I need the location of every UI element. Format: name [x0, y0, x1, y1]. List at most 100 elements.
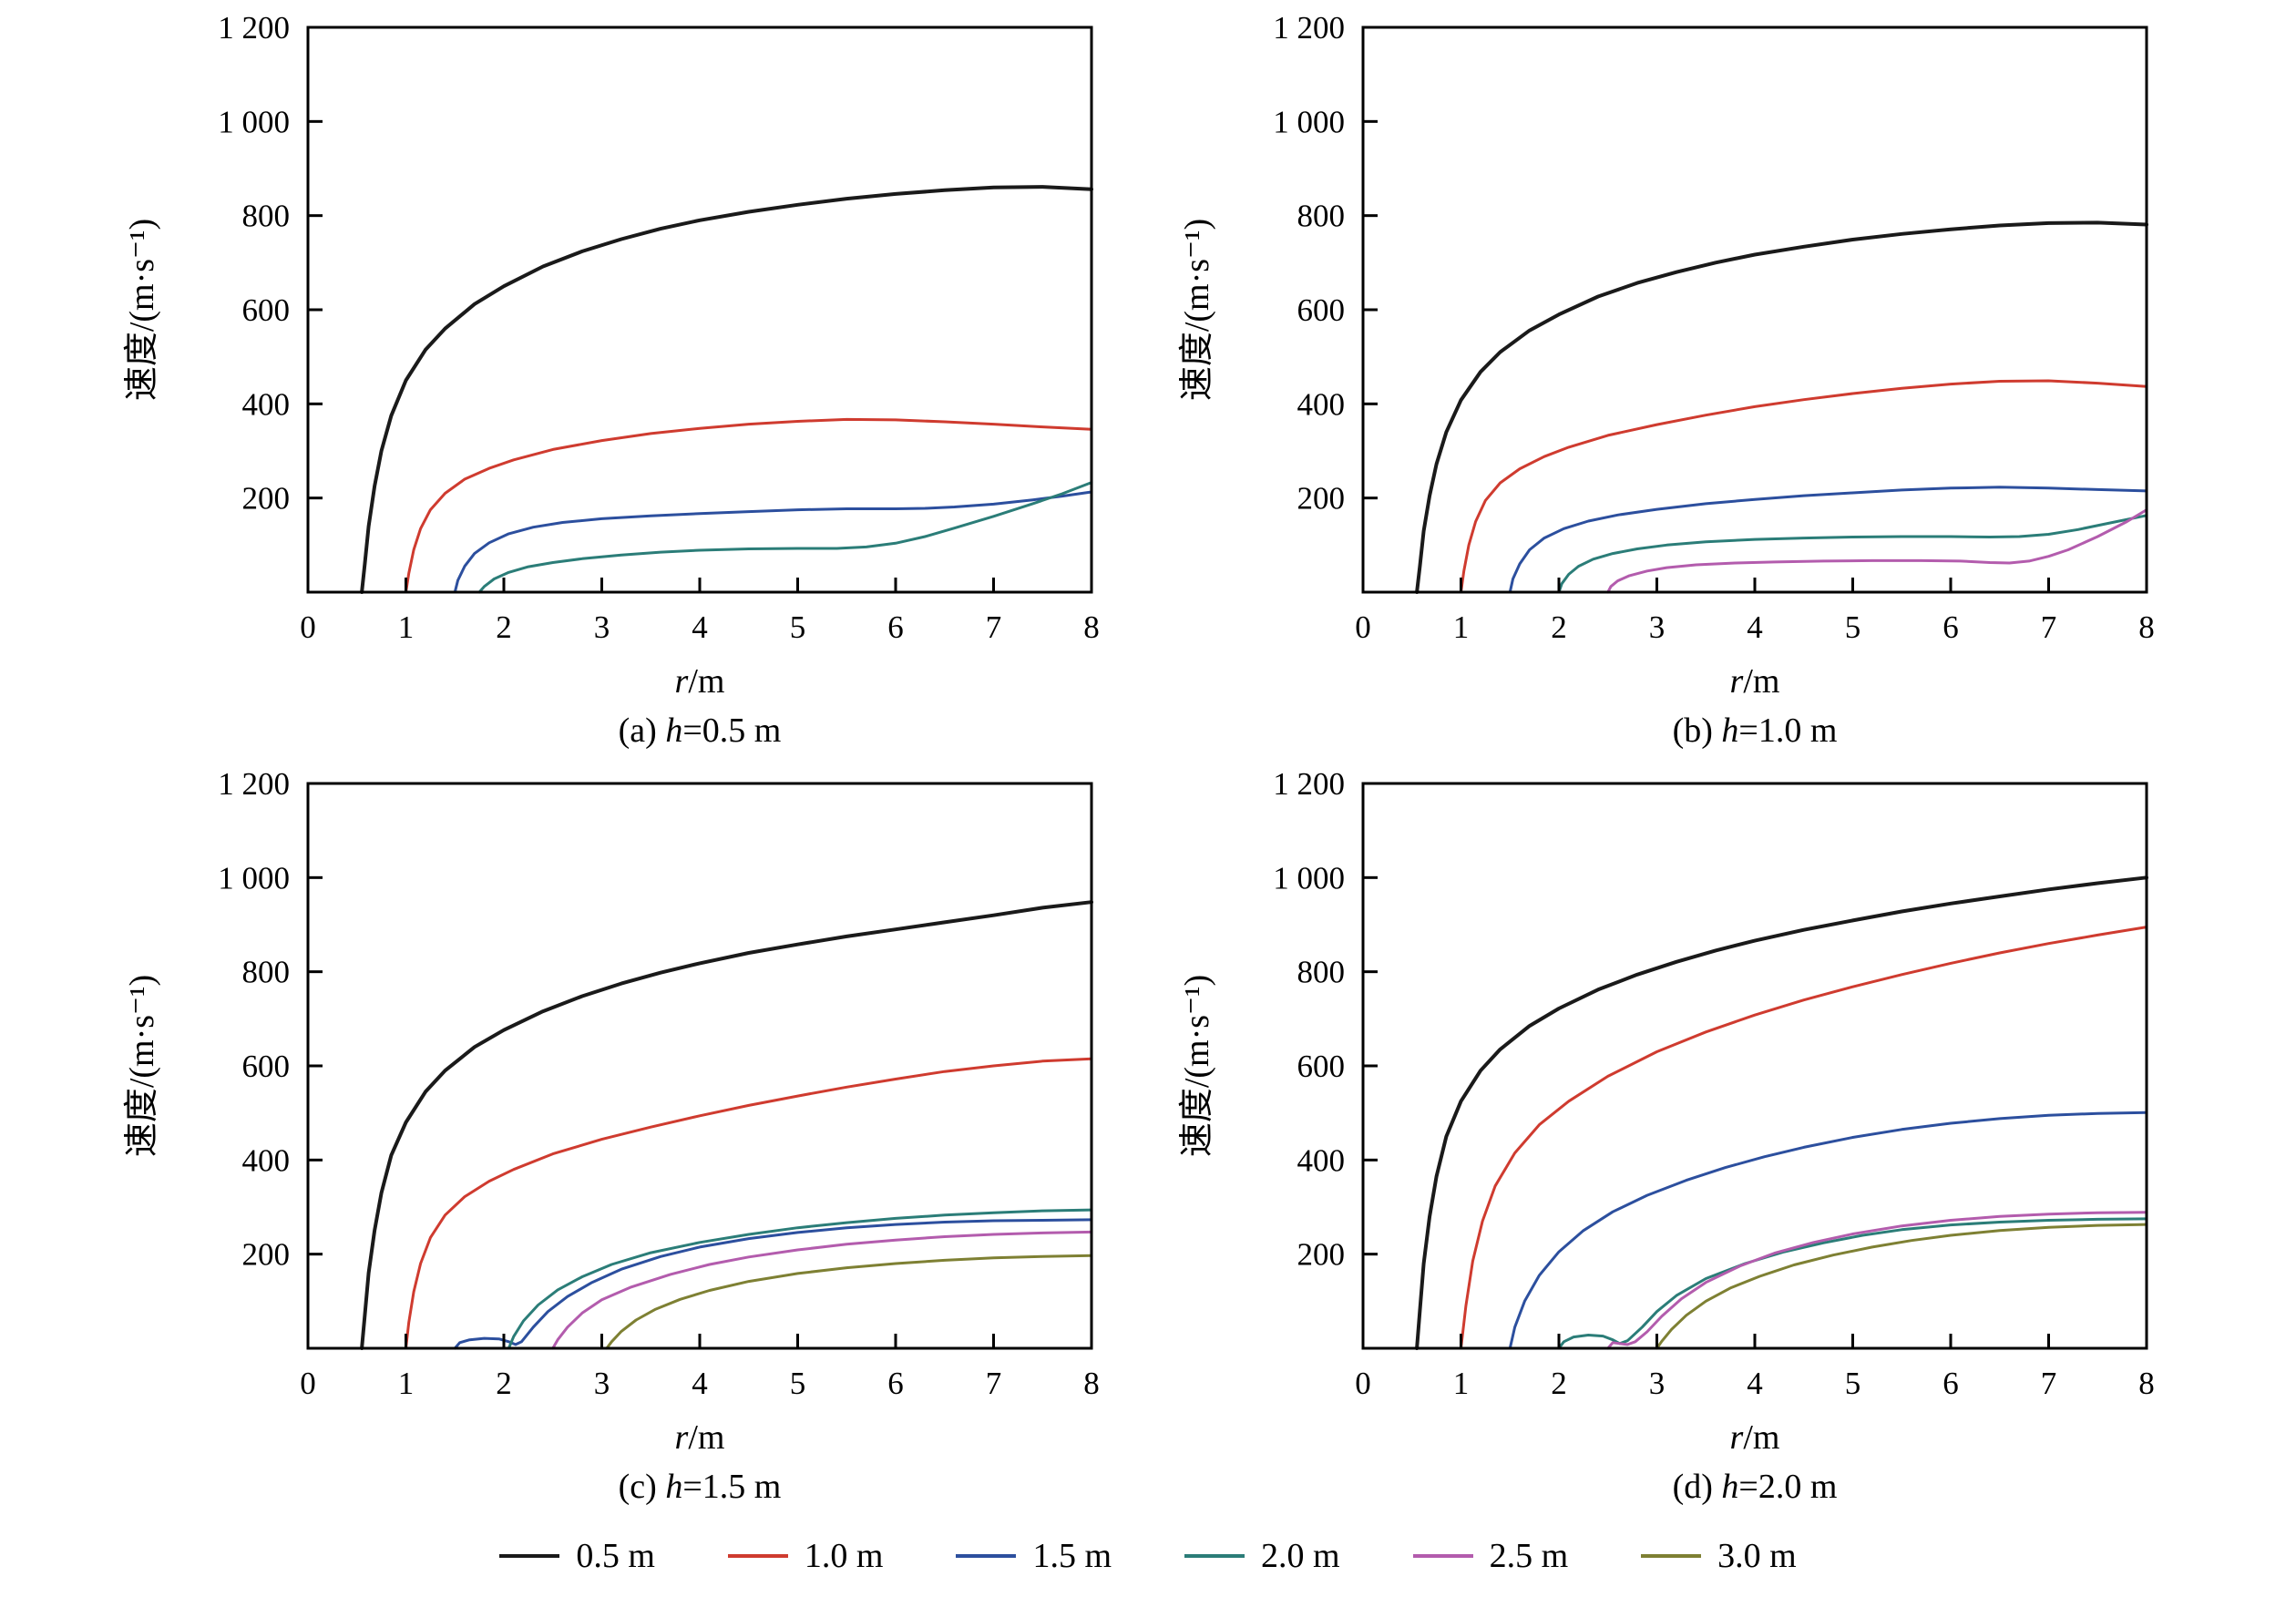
- legend-line-swatch: [1641, 1554, 1702, 1558]
- series-line-1-5-m: [1508, 486, 2148, 594]
- y-tick-label: 200: [242, 481, 291, 517]
- y-tick-label: 1 200: [218, 766, 290, 802]
- y-tick-label: 800: [242, 199, 291, 234]
- x-tick-label: 4: [692, 609, 708, 645]
- legend: 0.5 m 1.0 m 1.5 m 2.0 m 2.5 m 3.0 m: [0, 1536, 2296, 1576]
- legend-item-1-5m: 1.5 m: [956, 1536, 1112, 1576]
- chart-d: (d) h=2.0 m 0 1 2 3 4 5 6 7 8 200 400 600 800 1 000 1 …: [1178, 766, 2155, 1506]
- x-tick-label: 7: [986, 1366, 1002, 1401]
- legend-item-1-0m: 1.0 m: [727, 1536, 884, 1576]
- x-axis-label: r/m: [1730, 662, 1780, 701]
- series-line-1-5-m: [453, 490, 1093, 594]
- legend-line-swatch: [727, 1554, 788, 1558]
- y-tick-label: 600: [1297, 292, 1346, 328]
- legend-line-swatch: [1412, 1554, 1473, 1558]
- caption-value: =0.5 m: [682, 711, 781, 750]
- y-tick-label: 200: [1297, 1237, 1346, 1273]
- series-line-1-5-m: [1508, 1111, 2148, 1350]
- y-tick-label: 600: [242, 1049, 291, 1084]
- legend-item-2-5m: 2.5 m: [1412, 1536, 1568, 1576]
- x-tick-label: 5: [1845, 609, 1861, 645]
- x-tick-label: 5: [790, 1366, 806, 1401]
- x-tick-label: 8: [1083, 1366, 1100, 1401]
- y-tick-label: 1 000: [1273, 860, 1345, 896]
- x-tick-label: 3: [594, 609, 610, 645]
- caption-prefix: (c): [619, 1468, 666, 1506]
- y-axis-label: 速度/(m·s⁻¹): [1178, 975, 1216, 1157]
- x-tick-label: 1: [398, 1366, 415, 1401]
- legend-label: 2.0 m: [1261, 1537, 1340, 1575]
- legend-label: 1.5 m: [1032, 1537, 1112, 1575]
- y-axis-label: 速度/(m·s⁻¹): [1178, 219, 1216, 401]
- caption-variable: h: [1721, 1468, 1738, 1506]
- y-tick-label: 800: [242, 955, 291, 990]
- legend-label: 3.0 m: [1717, 1537, 1797, 1575]
- series-line-1-0-m: [405, 1057, 1093, 1350]
- y-tick-label: 1 200: [1273, 10, 1345, 46]
- x-axis-label: r/m: [675, 1418, 725, 1457]
- caption-value: =2.0 m: [1738, 1468, 1837, 1506]
- x-tick-label: 0: [1355, 609, 1371, 645]
- x-tick-label: 1: [1453, 1366, 1470, 1401]
- series-line-2-0-m: [477, 481, 1093, 594]
- y-tick-label: 400: [1297, 1142, 1346, 1178]
- legend-label: 1.0 m: [804, 1537, 884, 1575]
- x-tick-label: 2: [1551, 609, 1567, 645]
- y-tick-label: 400: [1297, 386, 1346, 422]
- x-tick-label: 1: [1453, 609, 1470, 645]
- x-tick-label: 3: [594, 1366, 610, 1401]
- y-tick-label: 1 000: [218, 104, 290, 139]
- x-tick-label: 5: [1845, 1366, 1861, 1401]
- series-line-0-5-m: [1415, 220, 2148, 594]
- x-tick-label: 0: [300, 1366, 316, 1401]
- caption-value: =1.5 m: [682, 1468, 781, 1506]
- y-tick-label: 800: [1297, 955, 1346, 990]
- axis-box: [1361, 782, 2148, 1350]
- chart-a: (a) h=0.5 m 0 1 2 3 4 5 6 7 8 200 400 600 800 1 000 1 …: [123, 10, 1100, 750]
- y-tick-label: 600: [242, 292, 291, 328]
- series-line-2-0-m: [507, 1208, 1093, 1350]
- y-tick-label: 800: [1297, 199, 1346, 234]
- x-tick-label: 6: [1942, 609, 1959, 645]
- y-axis-label: 速度/(m·s⁻¹): [123, 219, 161, 401]
- x-tick-label: 6: [887, 1366, 904, 1401]
- legend-line-swatch: [1184, 1554, 1245, 1558]
- x-tick-label: 0: [1355, 1366, 1371, 1401]
- series-line-1-0-m: [405, 417, 1093, 594]
- x-tick-label: 4: [692, 1366, 708, 1401]
- x-tick-label: 1: [398, 609, 415, 645]
- x-tick-label: 5: [790, 609, 806, 645]
- caption-variable: h: [665, 1468, 682, 1506]
- y-tick-label: 400: [242, 1142, 291, 1178]
- chart-b-caption: (b) h=1.0 m: [1673, 711, 1838, 750]
- x-tick-label: 3: [1649, 1366, 1666, 1401]
- axis-box: [1361, 26, 2148, 594]
- panel-b: (b) h=1.0 m 0 1 2 3 4 5 6 7 8 200 400 600 800 1 000 1 …: [1055, 7, 2296, 763]
- legend-item-3-0m: 3.0 m: [1641, 1536, 1797, 1576]
- x-axis-label: r/m: [1730, 1418, 1780, 1457]
- series-line-1-0-m: [1460, 926, 2148, 1350]
- legend-item-2-0m: 2.0 m: [1184, 1536, 1340, 1576]
- series-line-2-5-m: [551, 1230, 1093, 1350]
- x-tick-label: 8: [2138, 1366, 2155, 1401]
- x-tick-label: 6: [887, 609, 904, 645]
- legend-item-0-5m: 0.5 m: [499, 1536, 655, 1576]
- x-tick-label: 4: [1747, 1366, 1763, 1401]
- y-axis-label: 速度/(m·s⁻¹): [123, 975, 161, 1157]
- y-tick-label: 1 000: [218, 860, 290, 896]
- x-tick-label: 8: [2138, 609, 2155, 645]
- charts-grid: (a) h=0.5 m 0 1 2 3 4 5 6 7 8 200 400 600 800 1 000 1 …: [0, 7, 2296, 1520]
- series-line-2-0-m: [1557, 514, 2148, 594]
- series-line-0-5-m: [1415, 875, 2148, 1350]
- series-line-1-0-m: [1460, 379, 2148, 594]
- caption-prefix: (a): [619, 711, 666, 750]
- legend-line-swatch: [499, 1554, 560, 1558]
- chart-c-caption: (c) h=1.5 m: [619, 1468, 782, 1506]
- y-tick-label: 1 200: [1273, 766, 1345, 802]
- x-tick-label: 2: [496, 1366, 512, 1401]
- x-tick-label: 0: [300, 609, 316, 645]
- series-line-2-5-m: [1606, 508, 2148, 594]
- y-tick-label: 200: [1297, 481, 1346, 517]
- y-tick-label: 600: [1297, 1049, 1346, 1084]
